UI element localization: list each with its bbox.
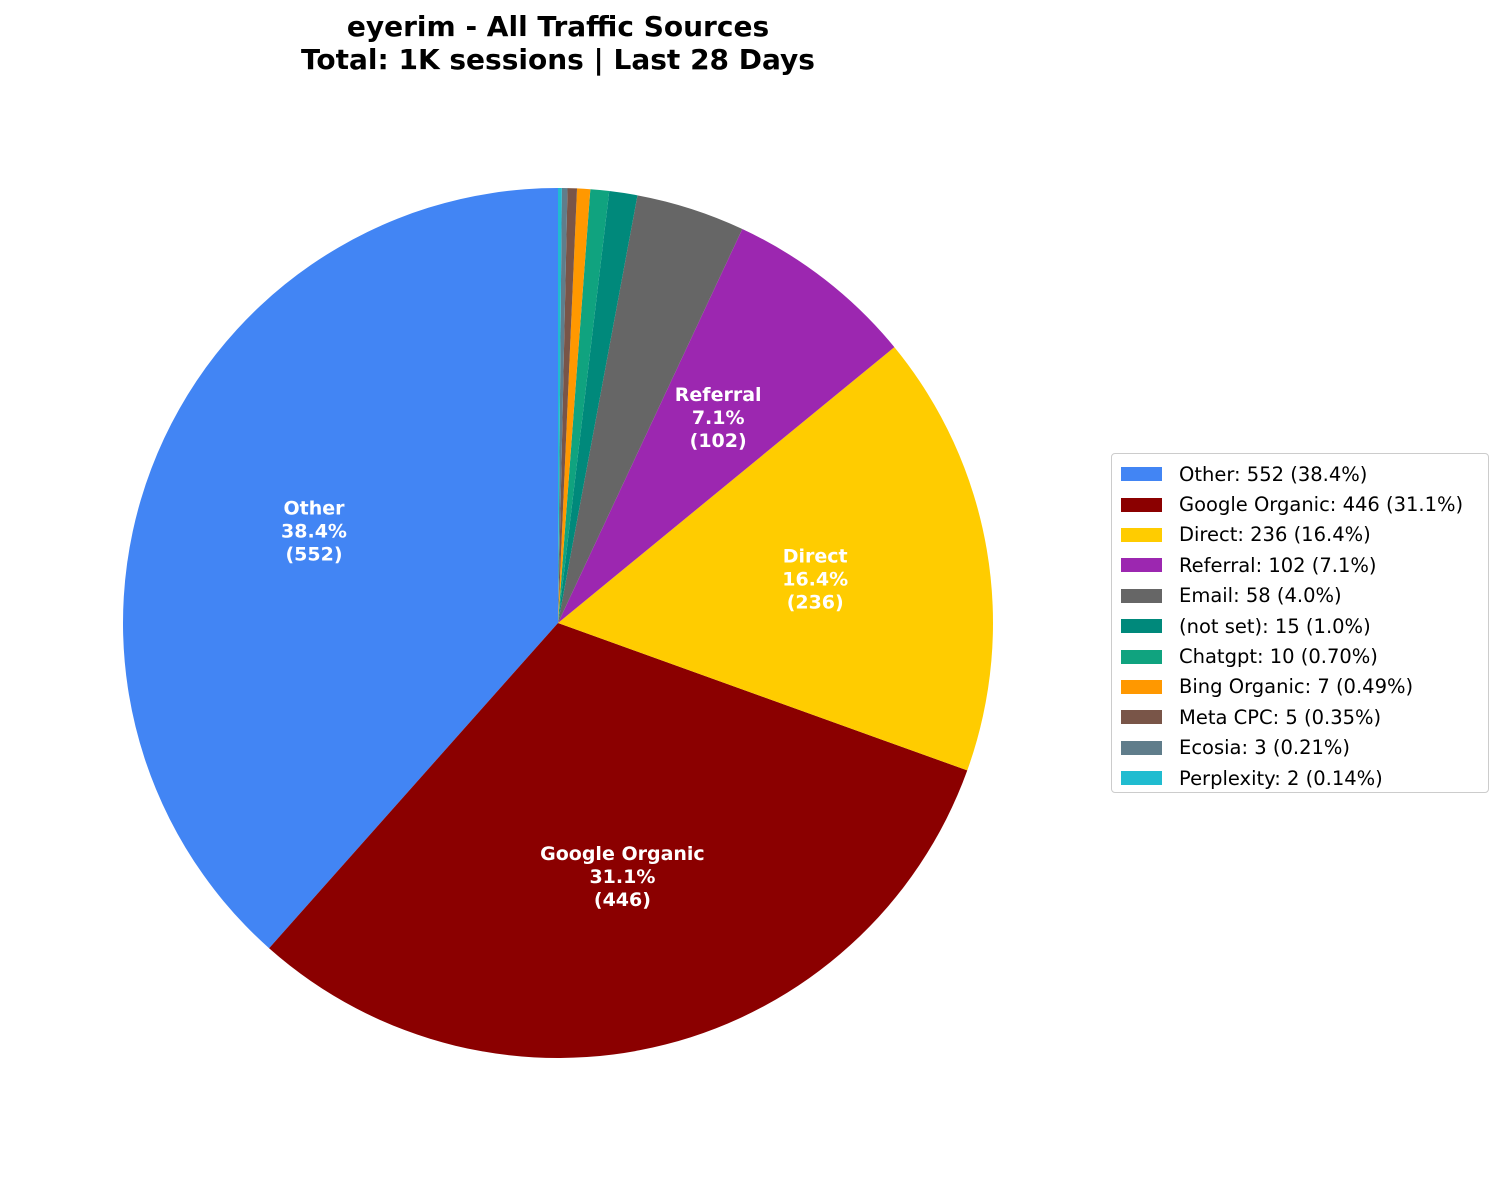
legend-swatch — [1121, 679, 1162, 694]
legend-item-chatgpt: Chatgpt: 10 (0.70%) — [1121, 641, 1488, 671]
legend-label: Meta CPC: 5 (0.35%) — [1179, 705, 1382, 729]
legend-label: Bing Organic: 7 (0.49%) — [1179, 675, 1414, 699]
legend-item-other: Other: 552 (38.4%) — [1121, 459, 1488, 489]
legend-swatch — [1121, 467, 1162, 482]
legend-label: Perplexity: 2 (0.14%) — [1179, 766, 1383, 790]
legend-item-email: Email: 58 (4.0%) — [1121, 581, 1488, 611]
legend-label: Email: 58 (4.0%) — [1179, 584, 1342, 608]
legend-label: Google Organic: 446 (31.1%) — [1179, 493, 1464, 517]
pie-slice-other — [123, 188, 558, 949]
pie-slice-chatgpt — [558, 189, 610, 623]
legend-item-ecosia: Ecosia: 3 (0.21%) — [1121, 733, 1488, 763]
pie-slice-ecosia — [558, 188, 568, 623]
pie-slices — [123, 188, 994, 1059]
legend-swatch — [1121, 771, 1162, 786]
legend-item-not-set: (not set): 15 (1.0%) — [1121, 611, 1488, 641]
pie-label-google-organic: Google Organic 31.1% (446) — [540, 843, 705, 911]
legend-swatch — [1121, 497, 1162, 512]
legend-label: Chatgpt: 10 (0.70%) — [1179, 645, 1378, 669]
legend-label: Direct: 236 (16.4%) — [1179, 523, 1371, 547]
pie-slice-bing-organic — [558, 188, 591, 624]
pie-slice-referral — [558, 228, 895, 624]
chart-title-line-1: eyerim - All Traffic Sources — [346, 10, 770, 43]
legend-item-direct: Direct: 236 (16.4%) — [1121, 520, 1488, 550]
chart-legend: Other: 552 (38.4%) Google Organic: 446 (3… — [1111, 453, 1489, 793]
pie-slice-meta-cpc — [558, 188, 578, 623]
chart-title-line-2: Total: 1K sessions | Last 28 Days — [301, 43, 815, 76]
pie-labels: Other 38.4% (552) Google Organic 31.1% (446) D… — [281, 384, 848, 911]
legend-swatch — [1121, 558, 1162, 573]
legend-item-google-organic: Google Organic: 446 (31.1%) — [1121, 489, 1488, 519]
legend-label: Ecosia: 3 (0.21%) — [1179, 736, 1351, 760]
pie-slice-direct — [558, 347, 994, 771]
legend-swatch — [1121, 527, 1162, 542]
legend-swatch — [1121, 740, 1162, 755]
pie-slice-google-organic — [269, 623, 968, 1059]
legend-label: Referral: 102 (7.1%) — [1179, 553, 1377, 577]
legend-swatch — [1121, 710, 1162, 725]
legend-swatch — [1121, 649, 1162, 664]
legend-swatch — [1121, 619, 1162, 634]
chart-title: eyerim - All Traffic Sources Total: 1K s… — [258, 10, 858, 76]
pie-label-other: Other 38.4% (552) — [281, 497, 347, 565]
legend-label: Other: 552 (38.4%) — [1179, 462, 1368, 486]
pie-slice-email — [558, 195, 743, 623]
legend-item-perplexity: Perplexity: 2 (0.14%) — [1121, 763, 1488, 793]
pie-label-direct: Direct 16.4% (236) — [782, 546, 848, 614]
legend-item-meta-cpc: Meta CPC: 5 (0.35%) — [1121, 702, 1488, 732]
pie-slice-perplexity — [558, 188, 562, 623]
pie-label-referral: Referral 7.1% (102) — [675, 384, 762, 452]
pie-slice-not-set — [558, 191, 638, 623]
legend-item-bing-organic: Bing Organic: 7 (0.49%) — [1121, 672, 1488, 702]
legend-swatch — [1121, 588, 1162, 603]
legend-label: (not set): 15 (1.0%) — [1179, 614, 1371, 638]
legend-item-referral: Referral: 102 (7.1%) — [1121, 550, 1488, 580]
